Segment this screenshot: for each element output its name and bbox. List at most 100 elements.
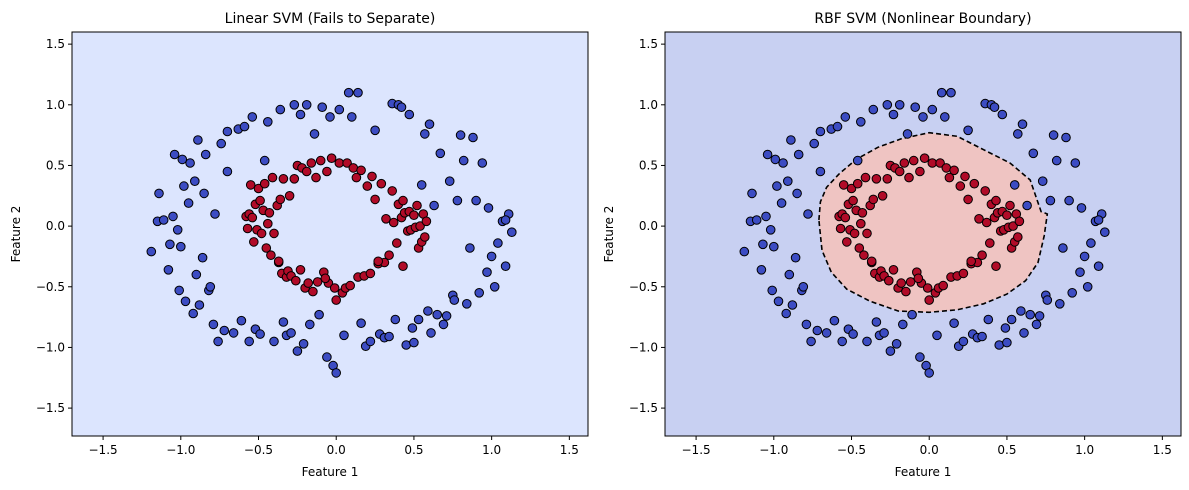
- x-tick-label: 0.0: [327, 443, 346, 457]
- scatter-point-class0: [1000, 323, 1011, 333]
- scatter-point-class1: [259, 178, 270, 189]
- scatter-point-class1: [915, 166, 925, 177]
- scatter-point-class0: [158, 215, 169, 225]
- scatter-point-class1: [866, 256, 877, 267]
- scatter-point-class1: [849, 228, 860, 239]
- scatter-point-class1: [267, 172, 278, 183]
- scatter-point-class1: [256, 228, 267, 239]
- scatter-point-class0: [263, 117, 273, 127]
- scatter-point-class1: [370, 194, 380, 205]
- scatter-point-class1: [974, 214, 984, 224]
- scatter-point-class1: [291, 275, 301, 286]
- scatter-point-class0: [907, 309, 917, 320]
- scatter-point-class0: [756, 265, 767, 275]
- scatter-point-class0: [767, 285, 778, 296]
- scatter-point-class1: [888, 265, 899, 275]
- scatter-point-class0: [322, 352, 332, 362]
- scatter-point-class0: [798, 282, 809, 292]
- x-tick-label: −0.5: [837, 443, 866, 457]
- scatter-point-class0: [940, 112, 950, 122]
- scatter-point-class0: [871, 317, 882, 327]
- x-tick-label: 1.5: [1153, 443, 1172, 457]
- x-tick-label: 0.5: [997, 443, 1016, 457]
- scatter-point-class1: [955, 181, 966, 191]
- scatter-point-class1: [273, 256, 284, 267]
- scatter-point-class1: [295, 265, 306, 275]
- scatter-point-class1: [329, 283, 340, 293]
- x-tick-label: −1.5: [682, 443, 711, 457]
- scatter-point-class0: [1031, 319, 1042, 330]
- scatter-point-class1: [367, 171, 377, 182]
- scatter-point-class0: [1037, 176, 1048, 186]
- y-tick-label: −0.5: [36, 280, 65, 294]
- scatter-point-class0: [781, 308, 792, 319]
- scatter-point-class0: [489, 282, 500, 292]
- scatter-point-class0: [815, 126, 826, 137]
- scatter-point-class0: [438, 319, 449, 330]
- scatter-point-class1: [247, 212, 258, 223]
- scatter-point-class0: [772, 181, 782, 191]
- scatter-point-class1: [860, 172, 871, 183]
- scatter-point-class0: [815, 166, 826, 177]
- y-tick-label: −0.5: [629, 280, 658, 294]
- scatter-point-class1: [838, 180, 849, 190]
- scatter-point-class0: [1028, 148, 1039, 159]
- x-axis-ticks: −1.5 −1.0 −0.5 0.0 0.5 1.0 1.5: [682, 436, 1172, 457]
- y-tick-label: −1.5: [629, 401, 658, 415]
- scatter-point-class0: [837, 336, 848, 347]
- scatter-point-class0: [432, 309, 443, 320]
- scatter-point-class0: [289, 100, 300, 110]
- scatter-point-class1: [269, 228, 279, 239]
- scatter-point-class0: [353, 87, 363, 98]
- scatter-point-class1: [862, 228, 872, 239]
- scatter-point-class0: [989, 102, 1000, 112]
- scatter-point-class1: [351, 172, 362, 183]
- scatter-point-class0: [932, 330, 942, 341]
- scatter-point-class0: [185, 158, 195, 168]
- scatter-point-class0: [441, 311, 452, 321]
- scatter-point-class1: [301, 166, 312, 177]
- scatter-point-class0: [347, 112, 357, 122]
- scatter-point-class0: [292, 346, 303, 356]
- scatter-point-class0: [1013, 129, 1023, 139]
- scatter-point-class0: [898, 319, 908, 330]
- scatter-point-class0: [882, 100, 893, 110]
- scatter-point-class0: [462, 299, 472, 309]
- scatter-point-class0: [1086, 238, 1096, 248]
- scatter-point-class0: [458, 155, 469, 166]
- scatter-point-class0: [958, 336, 969, 347]
- scatter-point-class0: [228, 328, 239, 338]
- scatter-point-class1: [913, 273, 924, 284]
- scatter-point-class1: [1005, 200, 1015, 211]
- scatter-point-class0: [191, 269, 202, 280]
- scatter-point-class0: [194, 300, 205, 310]
- scatter-point-class1: [263, 218, 273, 229]
- scatter-point-class0: [309, 129, 320, 139]
- scatter-point-class1: [312, 277, 323, 287]
- x-tick-label: −1.5: [89, 443, 118, 457]
- scatter-point-class0: [219, 325, 230, 336]
- scatter-point-class1: [409, 210, 419, 220]
- scatter-point-class1: [348, 163, 359, 173]
- scatter-point-class0: [500, 215, 511, 225]
- scatter-point-class0: [786, 135, 796, 145]
- scatter-point-class0: [1017, 119, 1028, 129]
- scatter-point-class1: [848, 195, 858, 206]
- scatter-point-class1: [356, 165, 366, 176]
- scatter-point-class0: [396, 102, 407, 112]
- scatter-point-class0: [370, 125, 380, 136]
- scatter-point-class1: [854, 243, 865, 253]
- scatter-point-class0: [1045, 195, 1056, 206]
- scatter-point-class0: [758, 239, 768, 250]
- scatter-point-class1: [345, 280, 356, 291]
- scatter-point-class1: [852, 178, 863, 189]
- x-tick-label: 1.0: [482, 443, 501, 457]
- scatter-point-class0: [1067, 288, 1077, 298]
- scatter-point-class0: [483, 203, 494, 213]
- y-tick-label: −1.0: [629, 340, 658, 354]
- scatter-point-class0: [169, 149, 180, 160]
- scatter-point-class0: [465, 243, 475, 253]
- scatter-point-class1: [991, 195, 1001, 206]
- x-tick-label: −1.0: [166, 443, 195, 457]
